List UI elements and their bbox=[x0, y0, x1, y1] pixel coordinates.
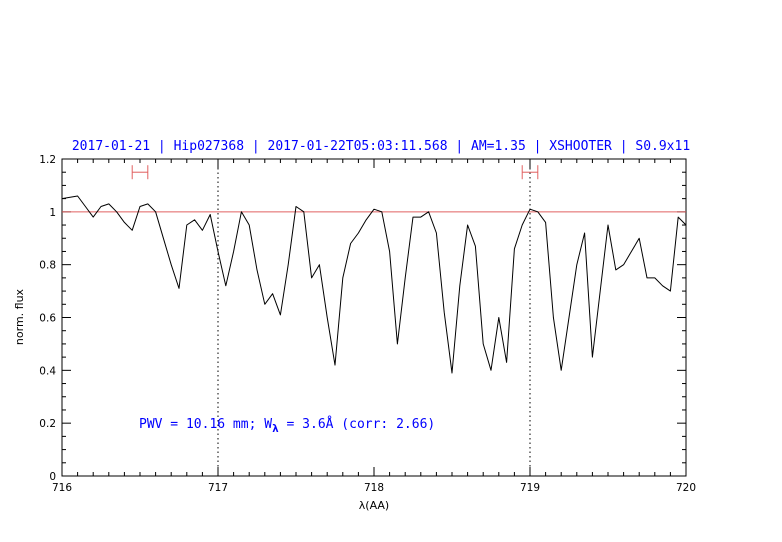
y-tick-label: 0 bbox=[49, 471, 56, 483]
series-layer bbox=[61, 195, 687, 374]
x-tick-label: 720 bbox=[676, 482, 696, 494]
x-tick-label: 719 bbox=[520, 482, 540, 494]
reference-layer bbox=[62, 159, 686, 476]
y-tick-label: 0.8 bbox=[39, 260, 56, 272]
y-tick-label: 0.4 bbox=[39, 365, 56, 377]
chart-title: 2017-01-21 | Hip027368 | 2017-01-22T05:0… bbox=[72, 139, 690, 154]
y-axis-label: norm. flux bbox=[13, 288, 26, 345]
x-tick-label: 718 bbox=[364, 482, 384, 494]
tick-labels-layer: 716 717 718 719 720 0 0.2 0.4 0.6 0.8 1 1.2 bbox=[39, 154, 696, 494]
y-tick-label: 1 bbox=[49, 207, 56, 219]
x-tick-label: 717 bbox=[208, 482, 228, 494]
y-tick-label: 0.6 bbox=[39, 313, 56, 325]
annotation-subscript: λ bbox=[272, 422, 279, 435]
y-tick-label: 1.2 bbox=[39, 154, 56, 166]
spectrum-line bbox=[61, 195, 687, 374]
x-tick-label: 716 bbox=[52, 482, 72, 494]
annotation-suffix: = 3.6Å (corr: 2.66) bbox=[279, 416, 436, 432]
pwv-annotation: PWV = 10.16 mm; Wλ = 3.6Å (corr: 2.66) bbox=[139, 416, 435, 435]
y-tick-label: 0.2 bbox=[39, 418, 56, 430]
annotation-prefix: PWV = 10.16 mm; W bbox=[139, 417, 272, 432]
x-axis-label: λ(AA) bbox=[359, 499, 389, 512]
